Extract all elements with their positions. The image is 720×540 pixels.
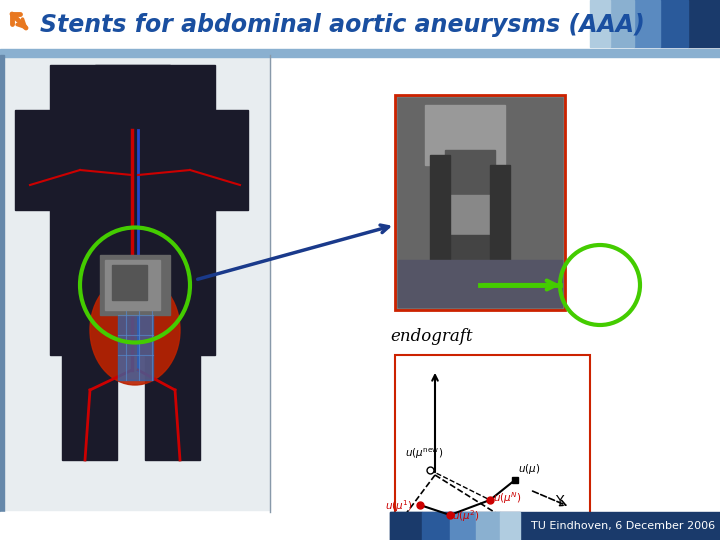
- Text: $u(\mu)$: $u(\mu)$: [518, 462, 540, 476]
- Bar: [15, 110, 53, 210]
- Bar: [62, 355, 117, 460]
- Bar: [105, 260, 160, 310]
- Bar: [590, 0, 610, 47]
- Bar: [490, 165, 510, 275]
- Bar: [390, 512, 422, 540]
- Bar: [112, 265, 147, 300]
- Bar: [445, 150, 495, 250]
- Bar: [145, 355, 200, 460]
- Bar: [425, 105, 505, 165]
- Ellipse shape: [90, 275, 180, 385]
- Bar: [610, 0, 634, 47]
- Bar: [440, 195, 500, 275]
- Bar: [500, 512, 520, 540]
- Bar: [450, 512, 476, 540]
- Text: TU Eindhoven, 6 December 2006: TU Eindhoven, 6 December 2006: [531, 521, 715, 531]
- Text: $u(\mu^2)$: $u(\mu^2)$: [452, 508, 480, 524]
- Bar: [450, 235, 490, 285]
- Text: $u(\mu^1)$: $u(\mu^1)$: [385, 498, 413, 514]
- Bar: [50, 65, 215, 355]
- Bar: [210, 110, 248, 210]
- Bar: [476, 512, 500, 540]
- Bar: [4, 55, 270, 510]
- Bar: [430, 155, 450, 285]
- Bar: [390, 512, 720, 540]
- Text: $u(\mu^N)$: $u(\mu^N)$: [493, 490, 521, 506]
- Text: Stents for abdominal aortic aneurysms (AAA): Stents for abdominal aortic aneurysms (A…: [40, 13, 644, 37]
- Bar: [0, 55, 4, 512]
- Bar: [688, 0, 720, 47]
- Bar: [634, 0, 660, 47]
- Bar: [398, 260, 562, 307]
- Bar: [0, 0, 720, 55]
- Bar: [422, 512, 450, 540]
- Text: $u(\mu^{\rm new})$: $u(\mu^{\rm new})$: [405, 447, 443, 461]
- Bar: [398, 98, 562, 307]
- Bar: [0, 49, 720, 57]
- Text: Y: Y: [555, 494, 563, 508]
- Bar: [0, 512, 720, 540]
- Bar: [660, 0, 688, 47]
- Bar: [395, 95, 565, 310]
- Bar: [395, 355, 590, 525]
- Bar: [118, 285, 153, 380]
- Text: endograft: endograft: [390, 328, 472, 345]
- Bar: [100, 255, 170, 315]
- Bar: [95, 65, 170, 135]
